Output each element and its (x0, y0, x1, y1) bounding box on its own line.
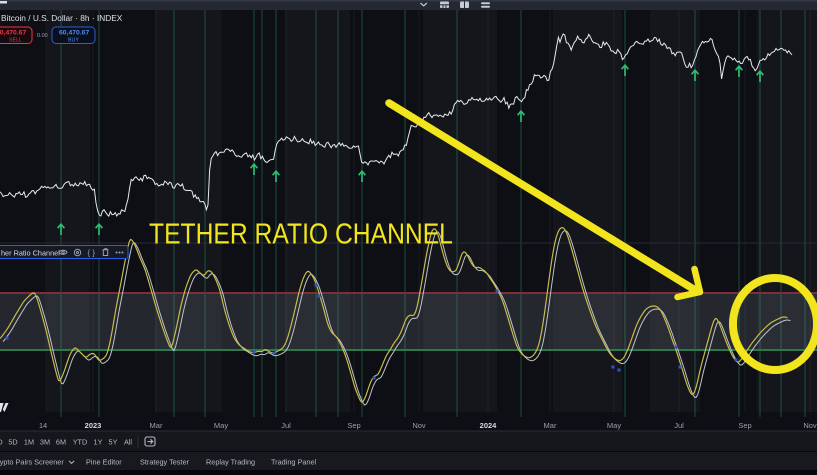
svg-text:Mar: Mar (544, 421, 557, 430)
svg-text:0.00: 0.00 (37, 33, 48, 39)
svg-text:Nov: Nov (412, 421, 426, 430)
svg-text:D: D (0, 438, 3, 447)
svg-text:Replay Trading: Replay Trading (206, 458, 255, 467)
svg-text:Strategy Tester: Strategy Tester (140, 458, 190, 467)
svg-text:Sep: Sep (347, 421, 360, 430)
svg-text:May: May (607, 421, 621, 430)
svg-text:{ }: { } (88, 249, 96, 258)
svg-text:May: May (214, 421, 228, 430)
svg-text:3M: 3M (40, 438, 50, 447)
svg-text:Jul: Jul (281, 421, 291, 430)
svg-text:60,470.67: 60,470.67 (0, 30, 26, 37)
svg-text:Sep: Sep (738, 421, 751, 430)
svg-text:5Y: 5Y (109, 438, 118, 447)
svg-text:60,470.67: 60,470.67 (59, 30, 89, 37)
svg-text:All: All (124, 438, 132, 447)
svg-text:her Ratio Channel: her Ratio Channel (1, 249, 60, 258)
svg-text:Jul: Jul (674, 421, 684, 430)
svg-text:6M: 6M (56, 438, 66, 447)
svg-text:2023: 2023 (85, 421, 102, 430)
svg-text:Pine Editor: Pine Editor (86, 458, 122, 467)
svg-text:BUY: BUY (68, 38, 79, 44)
svg-text:Bitcoin / U.S. Dollar · 8h · I: Bitcoin / U.S. Dollar · 8h · INDEX (1, 13, 123, 23)
svg-text:1M: 1M (24, 438, 34, 447)
svg-text:Nov: Nov (803, 421, 817, 430)
svg-text:14: 14 (39, 421, 47, 430)
svg-text:1Y: 1Y (94, 438, 103, 447)
svg-text:SELL: SELL (9, 38, 22, 44)
svg-text:TETHER RATIO CHANNEL: TETHER RATIO CHANNEL (149, 218, 453, 250)
svg-text:Trading Panel: Trading Panel (271, 458, 317, 467)
svg-text:2024: 2024 (480, 421, 498, 430)
svg-text:5D: 5D (8, 438, 17, 447)
svg-text:YTD: YTD (73, 438, 88, 447)
svg-text:Crypto Pairs Screener: Crypto Pairs Screener (0, 458, 64, 467)
svg-text:Mar: Mar (150, 421, 163, 430)
